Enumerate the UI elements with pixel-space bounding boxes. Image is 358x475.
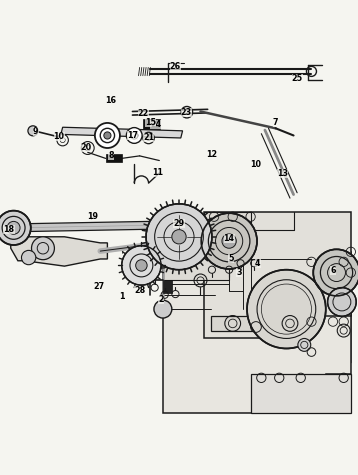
Text: 11: 11 (152, 168, 163, 177)
Circle shape (32, 237, 54, 260)
Polygon shape (211, 316, 311, 331)
Text: 2: 2 (158, 294, 164, 304)
Text: 29: 29 (173, 219, 185, 228)
Polygon shape (163, 252, 351, 413)
Polygon shape (14, 220, 208, 232)
Circle shape (104, 132, 111, 139)
Circle shape (21, 250, 36, 265)
Circle shape (328, 288, 356, 316)
Circle shape (247, 270, 326, 349)
Circle shape (313, 249, 358, 296)
Circle shape (126, 128, 142, 143)
Bar (163, 280, 172, 294)
Text: 23: 23 (180, 108, 192, 117)
Text: 25: 25 (291, 74, 303, 83)
Polygon shape (11, 237, 107, 266)
Bar (143, 119, 160, 129)
Text: 12: 12 (205, 150, 217, 159)
Text: 6: 6 (330, 266, 336, 275)
Circle shape (28, 126, 38, 136)
Text: 26: 26 (170, 62, 181, 71)
Text: 28: 28 (134, 286, 145, 295)
Circle shape (0, 210, 31, 245)
Circle shape (201, 213, 257, 269)
Text: 3: 3 (236, 268, 242, 277)
Circle shape (154, 250, 172, 268)
Text: 24: 24 (150, 120, 161, 129)
Circle shape (122, 246, 161, 285)
Circle shape (95, 123, 120, 148)
Text: 5: 5 (228, 254, 234, 263)
Text: 4: 4 (255, 259, 261, 268)
Text: 8: 8 (108, 152, 114, 161)
Text: 10: 10 (251, 160, 261, 169)
Circle shape (154, 300, 172, 318)
Text: 18: 18 (3, 225, 15, 234)
Circle shape (172, 229, 186, 244)
Polygon shape (204, 212, 251, 230)
Circle shape (136, 260, 147, 271)
Text: 21: 21 (143, 133, 154, 142)
Text: 27: 27 (93, 283, 104, 291)
Circle shape (7, 221, 20, 234)
Polygon shape (163, 252, 229, 280)
Circle shape (298, 339, 311, 352)
Polygon shape (251, 373, 351, 413)
Polygon shape (61, 127, 183, 138)
Text: 22: 22 (137, 110, 149, 118)
Polygon shape (204, 212, 351, 338)
Polygon shape (163, 252, 351, 413)
Text: 14: 14 (224, 234, 234, 243)
Bar (106, 154, 122, 162)
Circle shape (222, 234, 236, 248)
Text: 13: 13 (277, 169, 288, 178)
Text: 15: 15 (145, 118, 156, 127)
Text: 1: 1 (119, 292, 125, 301)
Text: 17: 17 (127, 131, 138, 140)
Circle shape (146, 204, 212, 270)
Text: 19: 19 (88, 211, 98, 220)
Text: 10: 10 (54, 132, 64, 141)
Text: 7: 7 (273, 118, 279, 127)
Text: 9: 9 (33, 127, 39, 136)
Text: 20: 20 (80, 143, 92, 152)
Text: 16: 16 (106, 96, 116, 105)
